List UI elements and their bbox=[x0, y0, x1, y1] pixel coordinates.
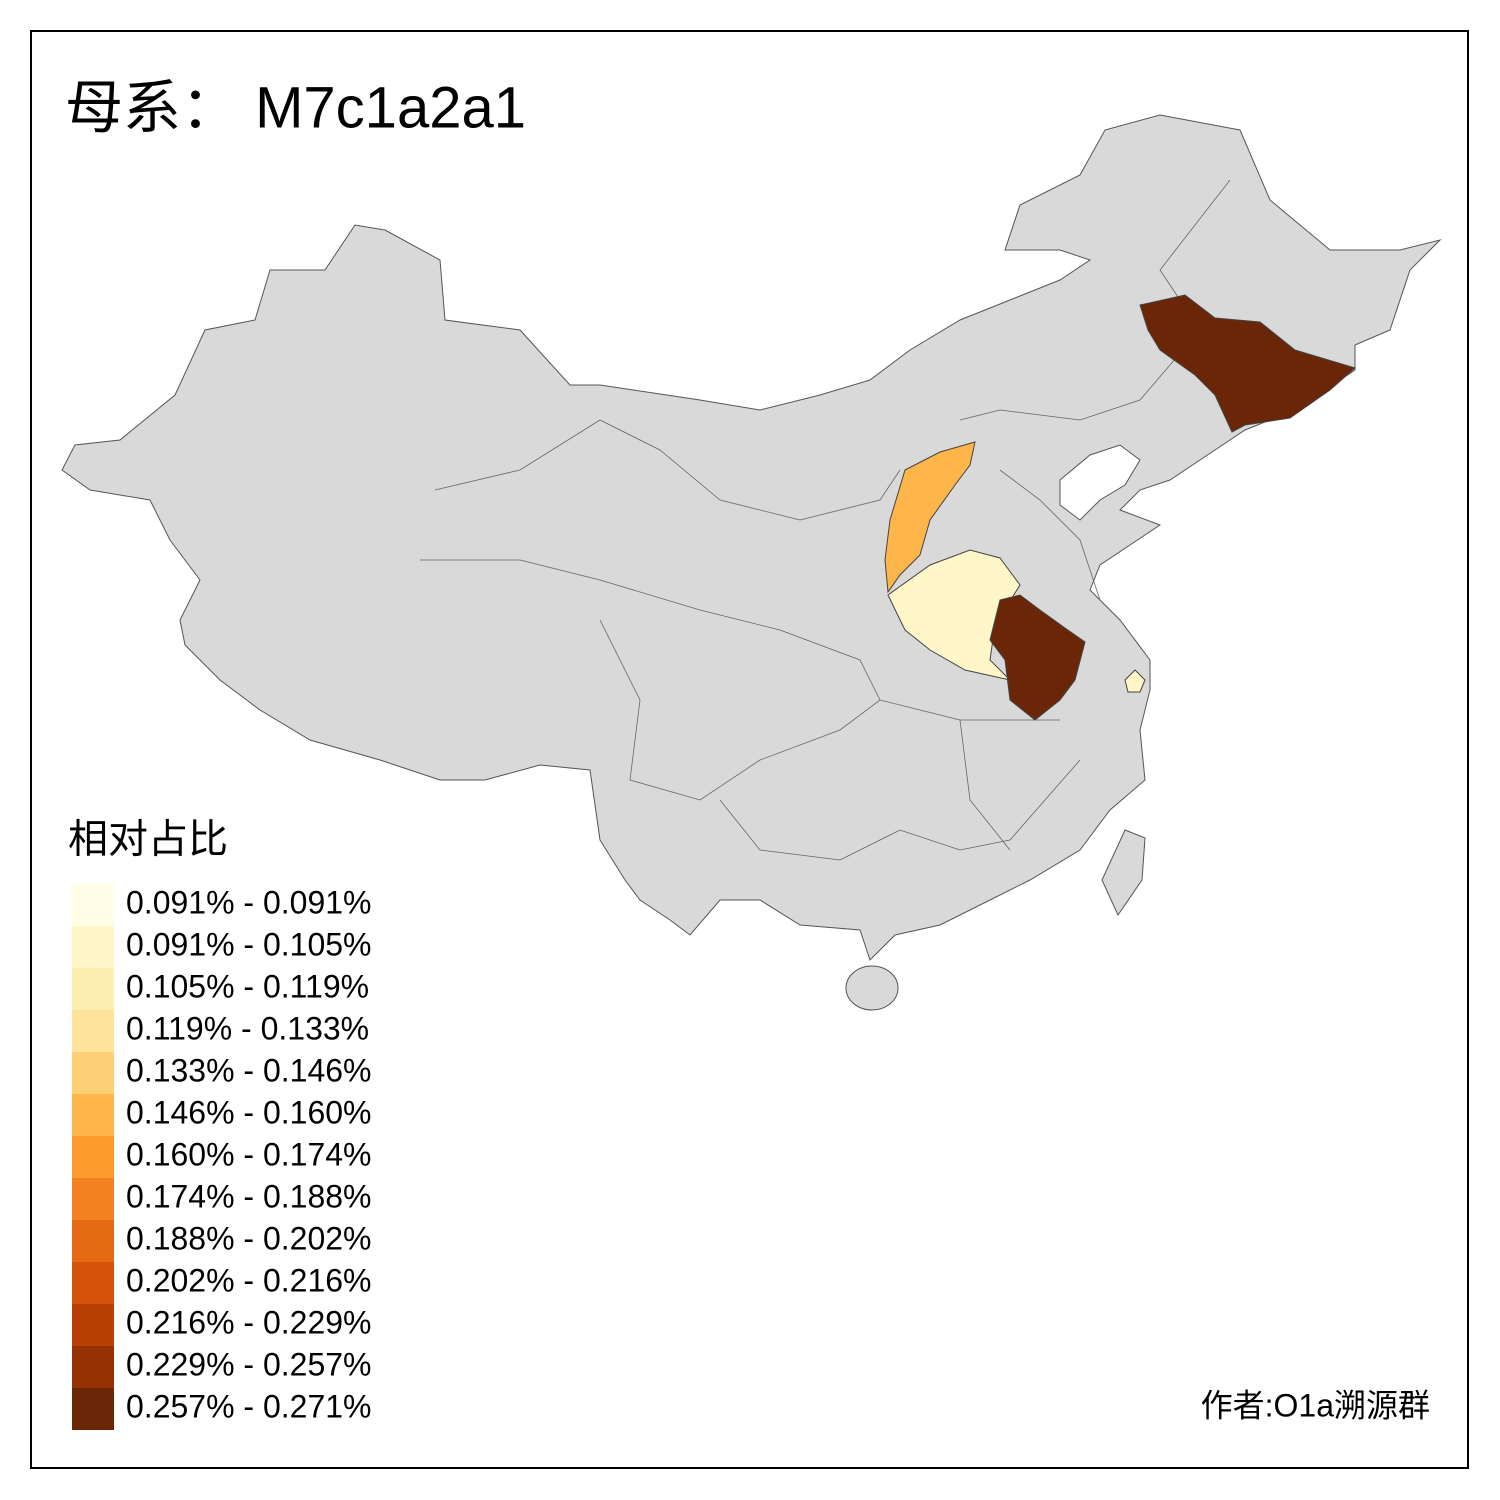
legend-label: 0.160% - 0.174% bbox=[126, 1136, 372, 1172]
legend-label: 0.105% - 0.119% bbox=[126, 968, 369, 1004]
legend-swatch bbox=[72, 1262, 114, 1304]
legend-label: 0.188% - 0.202% bbox=[126, 1220, 372, 1256]
legend-label: 0.174% - 0.188% bbox=[126, 1178, 372, 1214]
map-title: 母系： M7c1a2a1 bbox=[65, 75, 526, 140]
legend-swatch bbox=[72, 1304, 114, 1346]
region-shanghai bbox=[1124, 669, 1146, 693]
legend-swatch bbox=[72, 1010, 114, 1052]
legend-label: 0.133% - 0.146% bbox=[126, 1052, 372, 1088]
bohai-sea bbox=[1059, 444, 1141, 521]
legend-title: 相对占比 bbox=[68, 818, 228, 862]
region-anhui bbox=[989, 594, 1086, 721]
legend-swatch bbox=[72, 1136, 114, 1178]
region-jilin bbox=[1139, 294, 1357, 433]
legend-label: 0.119% - 0.133% bbox=[126, 1010, 369, 1046]
region-shanxi bbox=[884, 441, 976, 594]
boundary bbox=[959, 719, 1011, 851]
legend-label: 0.091% - 0.091% bbox=[126, 884, 372, 920]
legend-label: 0.202% - 0.216% bbox=[126, 1262, 372, 1298]
hainan bbox=[845, 965, 899, 1011]
legend-label: 0.146% - 0.160% bbox=[126, 1094, 372, 1130]
legend-swatch bbox=[72, 1094, 114, 1136]
mainland bbox=[61, 114, 1442, 961]
boundary bbox=[599, 619, 1060, 801]
boundary bbox=[420, 559, 881, 701]
legend-swatch bbox=[72, 1346, 114, 1388]
boundary bbox=[434, 419, 901, 521]
boundary bbox=[719, 759, 1081, 861]
legend-swatch bbox=[72, 968, 114, 1010]
legend-swatch bbox=[72, 1220, 114, 1262]
boundary bbox=[999, 469, 1101, 601]
legend-label: 0.091% - 0.105% bbox=[126, 926, 372, 962]
legend-swatch bbox=[72, 1388, 114, 1430]
legend-swatch bbox=[72, 926, 114, 968]
legend-label: 0.257% - 0.271% bbox=[126, 1388, 372, 1424]
legend-swatch bbox=[72, 884, 114, 926]
taiwan bbox=[1101, 829, 1146, 917]
boundary bbox=[959, 179, 1231, 421]
map bbox=[61, 114, 1442, 1011]
author-credit: 作者:O1a溯源群 bbox=[1201, 1387, 1430, 1423]
legend: 0.091% - 0.091% 0.091% - 0.105% 0.105% - 0… bbox=[72, 884, 372, 1430]
legend-swatch bbox=[72, 1178, 114, 1220]
legend-label: 0.229% - 0.257% bbox=[126, 1346, 372, 1382]
legend-label: 0.216% - 0.229% bbox=[126, 1304, 372, 1340]
legend-swatch bbox=[72, 1052, 114, 1094]
